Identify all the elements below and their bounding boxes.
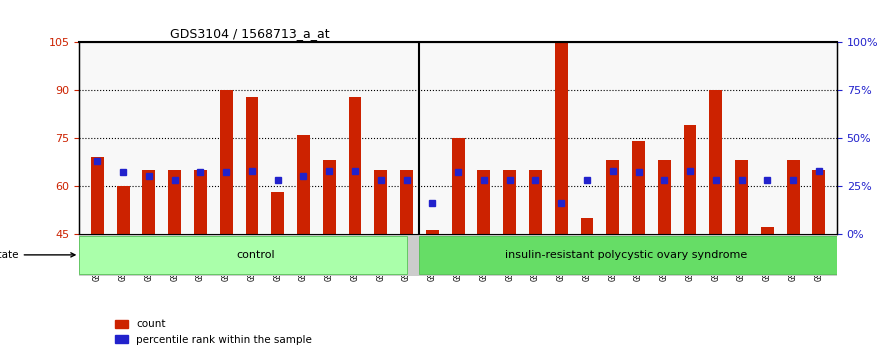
Bar [271,192,285,234]
Bar [812,170,825,234]
Bar [143,170,155,234]
Bar [555,42,567,234]
Bar [658,160,670,234]
Text: insulin-resistant polycystic ovary syndrome: insulin-resistant polycystic ovary syndr… [505,250,747,260]
Bar [219,90,233,234]
Bar [374,170,388,234]
Text: disease state: disease state [0,250,75,260]
Bar [91,157,104,234]
Bar [787,160,800,234]
Text: control: control [236,250,275,260]
Bar [452,138,464,234]
Bar [246,97,258,234]
Bar [322,160,336,234]
Bar [709,90,722,234]
Bar [349,97,361,234]
Bar [529,170,542,234]
Bar [606,160,619,234]
Legend: count, percentile rank within the sample: count, percentile rank within the sample [111,315,316,349]
Bar [581,218,594,234]
Bar [426,230,439,234]
FancyBboxPatch shape [419,236,837,274]
Text: GDS3104 / 1568713_a_at: GDS3104 / 1568713_a_at [170,27,329,40]
Bar [478,170,491,234]
FancyBboxPatch shape [79,236,406,274]
Bar [168,170,181,234]
Bar [761,227,774,234]
Bar [684,125,697,234]
Bar [503,170,516,234]
Bar [632,141,645,234]
Bar [297,135,310,234]
Bar [400,170,413,234]
Bar [735,160,748,234]
Bar [116,186,130,234]
Bar [194,170,207,234]
